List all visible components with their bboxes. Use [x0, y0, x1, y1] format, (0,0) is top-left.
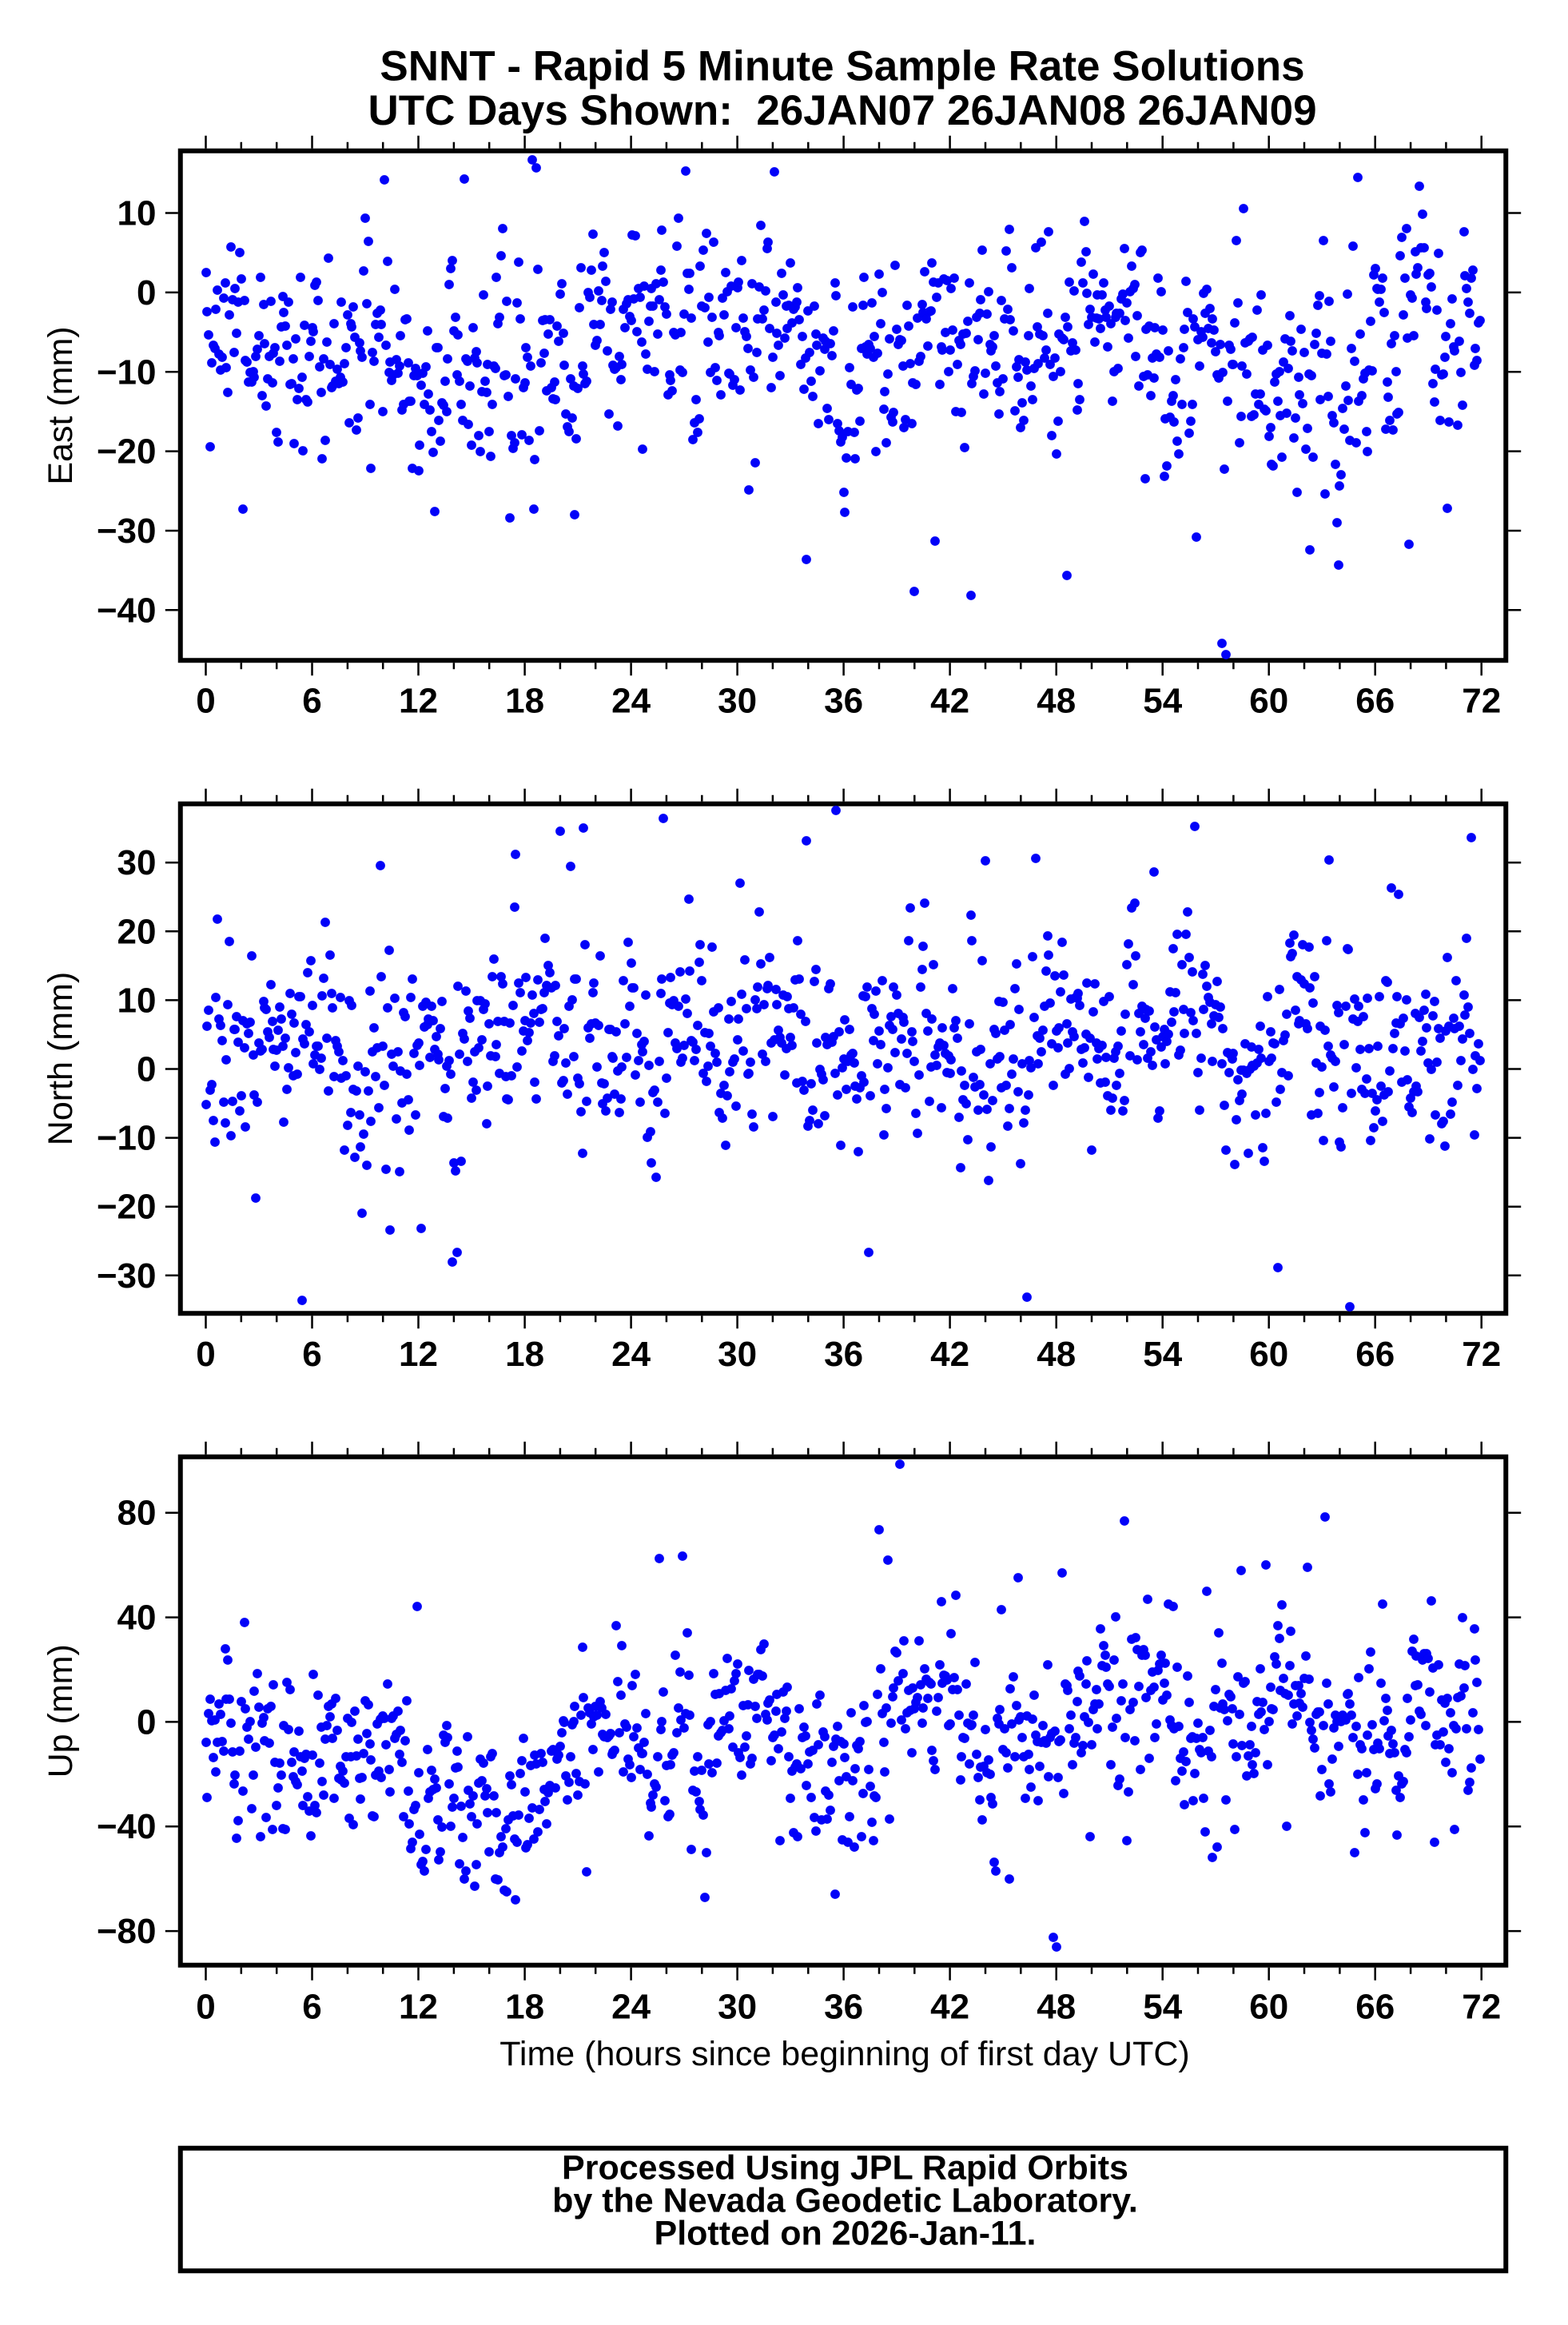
svg-text:−40: −40 — [97, 1807, 157, 1846]
svg-text:42: 42 — [930, 1988, 969, 2027]
svg-text:20: 20 — [117, 912, 157, 951]
svg-text:54: 54 — [1143, 682, 1182, 721]
svg-text:60: 60 — [1249, 682, 1288, 721]
svg-text:42: 42 — [930, 682, 969, 721]
svg-text:18: 18 — [505, 1335, 544, 1374]
svg-text:0: 0 — [196, 1988, 215, 2027]
svg-text:54: 54 — [1143, 1988, 1182, 2027]
svg-text:10: 10 — [117, 194, 157, 233]
svg-text:10: 10 — [117, 981, 157, 1020]
svg-text:30: 30 — [718, 1335, 757, 1374]
svg-text:12: 12 — [399, 1335, 438, 1374]
svg-text:Plotted on 2026-Jan-11.: Plotted on 2026-Jan-11. — [655, 2214, 1037, 2252]
svg-text:30: 30 — [117, 843, 157, 882]
svg-text:−20: −20 — [97, 432, 157, 472]
svg-text:24: 24 — [611, 1335, 651, 1374]
svg-text:24: 24 — [611, 682, 651, 721]
svg-text:12: 12 — [399, 682, 438, 721]
svg-text:24: 24 — [611, 1988, 651, 2027]
svg-text:30: 30 — [718, 1988, 757, 2027]
svg-text:12: 12 — [399, 1988, 438, 2027]
svg-text:6: 6 — [302, 1335, 321, 1374]
svg-text:48: 48 — [1037, 682, 1076, 721]
svg-text:72: 72 — [1462, 1988, 1501, 2027]
svg-text:40: 40 — [117, 1598, 157, 1638]
svg-text:42: 42 — [930, 1335, 969, 1374]
svg-text:18: 18 — [505, 682, 544, 721]
svg-text:72: 72 — [1462, 1335, 1501, 1374]
svg-text:18: 18 — [505, 1988, 544, 2027]
svg-text:−40: −40 — [97, 591, 157, 630]
svg-text:66: 66 — [1355, 1988, 1395, 2027]
svg-text:−80: −80 — [97, 1912, 157, 1951]
svg-text:by the Nevada Geodetic Laborat: by the Nevada Geodetic Laboratory. — [552, 2182, 1138, 2220]
svg-text:60: 60 — [1249, 1335, 1288, 1374]
svg-text:72: 72 — [1462, 682, 1501, 721]
svg-text:60: 60 — [1249, 1988, 1288, 2027]
svg-text:East (mm): East (mm) — [42, 326, 80, 484]
svg-text:−20: −20 — [97, 1188, 157, 1227]
svg-text:36: 36 — [824, 682, 863, 721]
svg-text:80: 80 — [117, 1494, 157, 1533]
svg-text:6: 6 — [302, 1988, 321, 2027]
svg-text:North (mm): North (mm) — [42, 972, 80, 1145]
svg-text:−10: −10 — [97, 1119, 157, 1158]
svg-text:SNNT - Rapid 5 Minute Sample R: SNNT - Rapid 5 Minute Sample Rate Soluti… — [380, 43, 1304, 90]
svg-text:−10: −10 — [97, 352, 157, 392]
svg-text:Time (hours since beginning of: Time (hours since beginning of first day… — [499, 2035, 1190, 2073]
svg-text:36: 36 — [824, 1988, 863, 2027]
svg-text:−30: −30 — [97, 512, 157, 551]
svg-text:0: 0 — [196, 682, 215, 721]
svg-text:54: 54 — [1143, 1335, 1182, 1374]
svg-text:0: 0 — [137, 273, 156, 313]
svg-text:48: 48 — [1037, 1988, 1076, 2027]
svg-text:0: 0 — [137, 1050, 156, 1089]
svg-text:UTC Days Shown: 26JAN07 26JAN: UTC Days Shown: 26JAN07 26JAN08 26JAN09 — [368, 87, 1316, 134]
svg-text:30: 30 — [718, 682, 757, 721]
svg-text:Processed Using JPL Rapid Orbi: Processed Using JPL Rapid Orbits — [562, 2149, 1128, 2188]
svg-text:66: 66 — [1355, 1335, 1395, 1374]
svg-text:6: 6 — [302, 682, 321, 721]
svg-text:36: 36 — [824, 1335, 863, 1374]
svg-text:0: 0 — [196, 1335, 215, 1374]
svg-text:Up (mm): Up (mm) — [42, 1644, 80, 1778]
svg-text:−30: −30 — [97, 1256, 157, 1296]
svg-text:0: 0 — [137, 1702, 156, 1742]
svg-text:66: 66 — [1355, 682, 1395, 721]
svg-text:48: 48 — [1037, 1335, 1076, 1374]
